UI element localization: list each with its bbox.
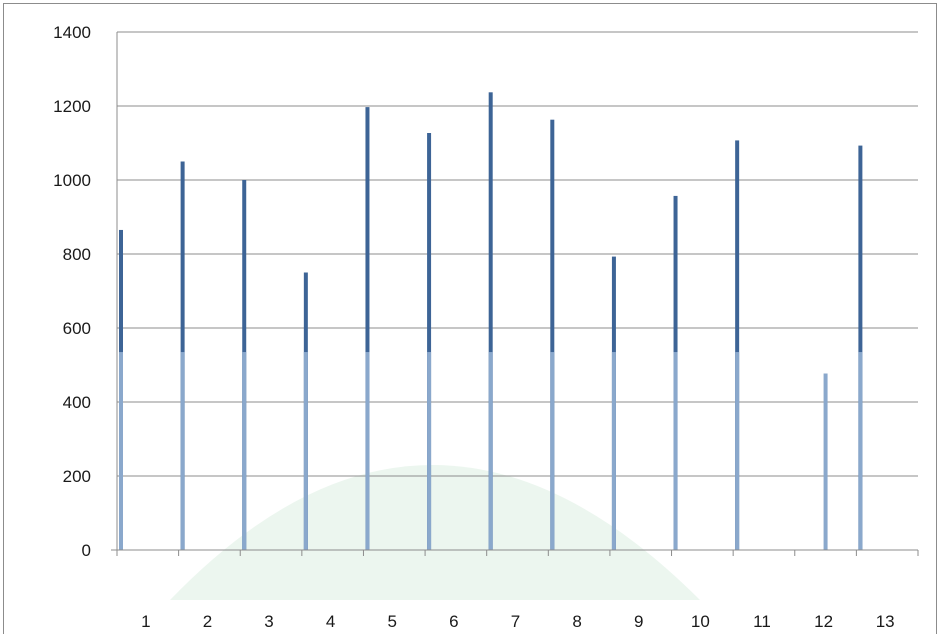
gridlines xyxy=(117,31,918,477)
x-tick-label: 6 xyxy=(449,612,458,631)
bar-series2-5 xyxy=(365,352,370,550)
y-tick-label: 0 xyxy=(82,541,91,560)
bar-series2-6 xyxy=(427,352,432,550)
bar-series2-8 xyxy=(550,352,555,550)
bar-series2-1 xyxy=(119,352,123,550)
y-tick-label: 400 xyxy=(63,393,91,412)
x-tick-label: 5 xyxy=(388,612,397,631)
x-tick-label: 13 xyxy=(876,612,895,631)
bar-series2-7 xyxy=(488,352,493,550)
x-tick-label: 2 xyxy=(203,612,212,631)
y-tick-label: 1200 xyxy=(53,97,91,116)
bar-series2-10 xyxy=(673,352,678,550)
bars xyxy=(119,92,863,551)
bar-series2-3 xyxy=(242,352,247,550)
y-tick-label: 200 xyxy=(63,467,91,486)
bar-series2-4 xyxy=(303,352,308,550)
bar-series1-7 xyxy=(488,92,493,550)
x-tick-label: 4 xyxy=(326,612,335,631)
y-tick-label: 1400 xyxy=(53,23,91,42)
x-tick-label: 7 xyxy=(511,612,520,631)
x-tick-label: 3 xyxy=(264,612,273,631)
x-tick-label: 8 xyxy=(572,612,581,631)
bar-series1-6 xyxy=(427,133,432,550)
bar-series2-12 xyxy=(823,373,828,550)
x-tick-labels: 1 2 3 4 5 6 7 8 9 10 11 12 13 xyxy=(141,612,895,631)
x-tick-label: 12 xyxy=(814,612,833,631)
y-tick-label: 600 xyxy=(63,319,91,338)
bar-series2-9 xyxy=(611,352,616,550)
x-tick-label: 10 xyxy=(691,612,710,631)
axes xyxy=(111,32,919,556)
watermark xyxy=(170,465,700,600)
x-tick-label: 11 xyxy=(753,612,771,631)
bar-series1-13 xyxy=(858,145,863,550)
y-tick-label: 800 xyxy=(63,245,91,264)
bar-series1-8 xyxy=(550,119,555,550)
bar-series1-5 xyxy=(365,107,370,551)
bar-series2-13 xyxy=(858,352,863,550)
bar-series2-11 xyxy=(735,352,740,550)
y-tick-labels: 0 200 400 600 800 1000 1200 1400 xyxy=(53,23,91,560)
y-tick-label: 1000 xyxy=(53,171,91,190)
bar-series2-2 xyxy=(180,352,185,550)
chart-frame xyxy=(3,3,937,634)
bar-series1-11 xyxy=(735,140,740,550)
x-tick-label: 1 xyxy=(141,612,150,631)
x-tick-label: 9 xyxy=(634,612,643,631)
